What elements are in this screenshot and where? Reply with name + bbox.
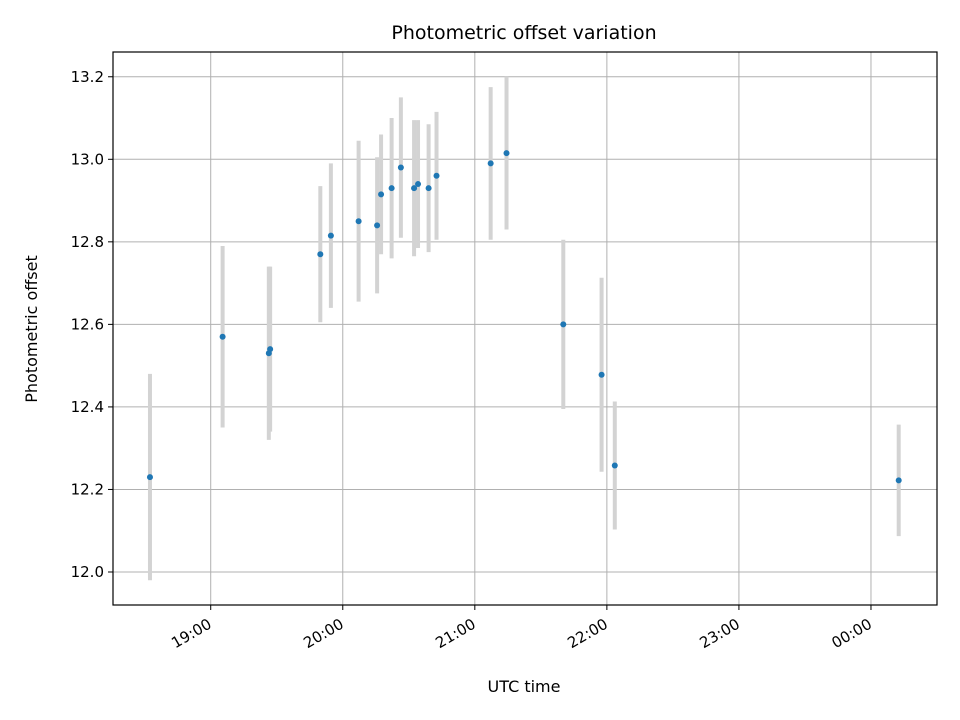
grid-lines bbox=[113, 52, 937, 605]
x-axis-ticks: 19:00 20:00 21:00 22:00 23:00 00:00 bbox=[168, 605, 875, 652]
y-axis-ticks: 12.0 12.2 12.4 12.6 12.8 13.0 13.2 bbox=[71, 68, 113, 581]
data-point bbox=[267, 346, 274, 353]
y-tick-label: 12.4 bbox=[71, 398, 104, 416]
y-tick-label: 12.0 bbox=[71, 563, 104, 581]
plot-area-frame bbox=[112, 51, 938, 606]
chart-title: Photometric offset variation bbox=[391, 22, 656, 44]
x-tick-label: 22:00 bbox=[564, 615, 610, 652]
data-point bbox=[425, 185, 432, 192]
data-point bbox=[433, 172, 440, 179]
x-tick-label: 23:00 bbox=[696, 615, 742, 652]
x-axis-title: UTC time bbox=[488, 677, 561, 696]
data-point bbox=[397, 164, 404, 171]
y-tick-label: 12.2 bbox=[71, 480, 104, 498]
data-point bbox=[611, 462, 618, 469]
x-tick-label: 19:00 bbox=[168, 615, 214, 652]
data-point bbox=[378, 191, 385, 198]
y-tick-label: 13.0 bbox=[71, 150, 104, 168]
x-tick-label: 21:00 bbox=[432, 615, 478, 652]
data-point bbox=[415, 181, 422, 188]
data-point bbox=[895, 477, 902, 484]
data-point bbox=[487, 160, 494, 167]
data-point bbox=[355, 218, 362, 225]
data-point bbox=[317, 251, 324, 258]
data-point bbox=[327, 232, 334, 239]
y-axis-title: Photometric offset bbox=[22, 255, 41, 403]
y-tick-label: 13.2 bbox=[71, 68, 104, 86]
data-points bbox=[146, 150, 902, 484]
data-point bbox=[388, 185, 395, 192]
data-point bbox=[503, 150, 510, 157]
data-point bbox=[374, 222, 381, 229]
y-tick-label: 12.6 bbox=[71, 315, 104, 333]
x-tick-label: 20:00 bbox=[300, 615, 346, 652]
data-point bbox=[219, 333, 226, 340]
error-bars bbox=[147, 76, 901, 581]
y-tick-label: 12.8 bbox=[71, 233, 104, 251]
x-tick-label: 00:00 bbox=[829, 615, 875, 652]
data-point bbox=[560, 321, 567, 328]
data-point bbox=[146, 474, 153, 481]
data-point bbox=[598, 371, 605, 378]
data-point bbox=[411, 185, 418, 192]
